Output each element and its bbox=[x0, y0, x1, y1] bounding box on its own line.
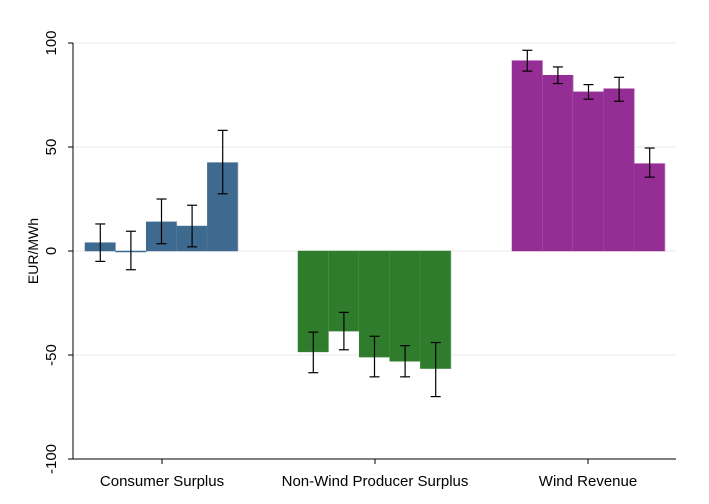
bar bbox=[634, 163, 666, 252]
bar bbox=[389, 250, 421, 362]
x-category-label: Non-Wind Producer Surplus bbox=[282, 473, 469, 490]
bar bbox=[603, 88, 635, 252]
y-tick-label: -50 bbox=[43, 344, 60, 366]
x-category-label: Consumer Surplus bbox=[100, 473, 224, 490]
bar bbox=[572, 91, 605, 252]
bar bbox=[511, 60, 543, 252]
bars bbox=[84, 60, 666, 369]
y-axis-title: EUR/MWh bbox=[25, 218, 41, 284]
bar bbox=[207, 162, 239, 252]
bar bbox=[542, 74, 574, 252]
y-tick-label: 0 bbox=[43, 247, 60, 255]
y-tick-label: -100 bbox=[43, 444, 60, 474]
y-tick-label: 100 bbox=[43, 30, 60, 55]
x-category-label: Wind Revenue bbox=[539, 473, 637, 490]
error-bars bbox=[95, 49, 655, 398]
axes: 100 50 0 -50 -100 Consumer Surplus Non-Wind Pr… bbox=[43, 30, 676, 490]
y-tick-label: 50 bbox=[43, 139, 60, 156]
